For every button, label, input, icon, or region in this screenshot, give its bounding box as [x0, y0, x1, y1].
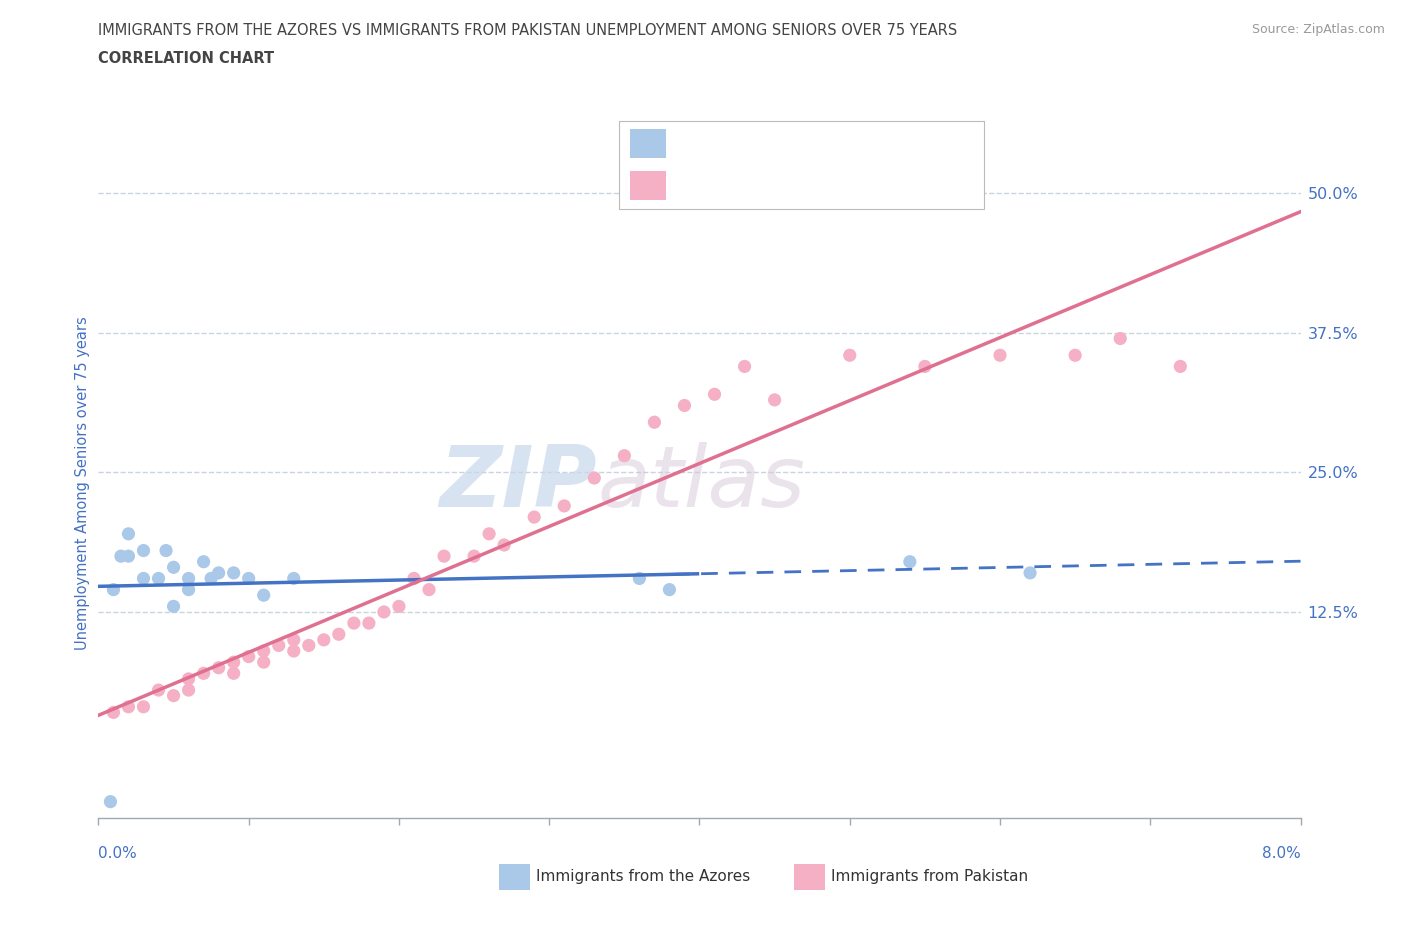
Point — [253, 588, 276, 603]
Point — [162, 599, 184, 614]
Point — [463, 549, 485, 564]
Point — [388, 599, 411, 614]
Point — [763, 392, 786, 407]
Text: ZIP: ZIP — [440, 442, 598, 525]
Point — [478, 526, 501, 541]
Point — [132, 699, 155, 714]
Point — [553, 498, 575, 513]
Point — [200, 571, 222, 586]
Point — [898, 554, 921, 569]
Point — [117, 699, 139, 714]
Point — [238, 571, 260, 586]
Point — [357, 616, 380, 631]
Point — [1064, 348, 1087, 363]
Text: 0.0%: 0.0% — [98, 846, 138, 861]
Point — [155, 543, 177, 558]
Point — [177, 582, 200, 597]
Text: atlas: atlas — [598, 442, 806, 525]
Point — [1168, 359, 1191, 374]
Point — [312, 632, 335, 647]
Point — [523, 510, 546, 525]
Point — [117, 549, 139, 564]
Y-axis label: Unemployment Among Seniors over 75 years: Unemployment Among Seniors over 75 years — [75, 317, 90, 650]
Point — [177, 571, 200, 586]
Point — [1109, 331, 1132, 346]
Point — [208, 565, 231, 580]
Point — [838, 348, 860, 363]
Text: Immigrants from the Azores: Immigrants from the Azores — [536, 870, 749, 884]
Point — [132, 571, 155, 586]
Point — [100, 794, 122, 809]
Point — [177, 683, 200, 698]
Point — [110, 549, 132, 564]
Point — [298, 638, 321, 653]
Point — [328, 627, 350, 642]
Point — [914, 359, 936, 374]
Text: 8.0%: 8.0% — [1261, 846, 1301, 861]
Point — [734, 359, 756, 374]
Point — [148, 683, 170, 698]
Point — [583, 471, 606, 485]
Text: Immigrants from Pakistan: Immigrants from Pakistan — [831, 870, 1028, 884]
FancyBboxPatch shape — [619, 121, 984, 209]
Point — [628, 571, 651, 586]
Text: R = -0.043  N = 24: R = -0.043 N = 24 — [678, 136, 851, 151]
Point — [643, 415, 665, 430]
Point — [673, 398, 696, 413]
Text: R =  0.498  N = 45: R = 0.498 N = 45 — [678, 179, 851, 193]
Point — [222, 655, 245, 670]
Point — [418, 582, 440, 597]
Point — [343, 616, 366, 631]
Point — [283, 632, 305, 647]
Point — [162, 560, 184, 575]
Point — [162, 688, 184, 703]
Point — [267, 638, 290, 653]
Text: IMMIGRANTS FROM THE AZORES VS IMMIGRANTS FROM PAKISTAN UNEMPLOYMENT AMONG SENIOR: IMMIGRANTS FROM THE AZORES VS IMMIGRANTS… — [98, 23, 957, 38]
Point — [132, 543, 155, 558]
Point — [253, 655, 276, 670]
Point — [208, 660, 231, 675]
Point — [494, 538, 516, 552]
Point — [222, 666, 245, 681]
Point — [1019, 565, 1042, 580]
Point — [193, 666, 215, 681]
Point — [373, 604, 395, 619]
Point — [402, 571, 425, 586]
Point — [283, 644, 305, 658]
Point — [988, 348, 1011, 363]
Text: CORRELATION CHART: CORRELATION CHART — [98, 51, 274, 66]
Point — [238, 649, 260, 664]
Point — [193, 554, 215, 569]
Point — [703, 387, 725, 402]
Point — [103, 705, 125, 720]
Bar — [630, 129, 666, 158]
Point — [117, 526, 139, 541]
Point — [222, 565, 245, 580]
Point — [433, 549, 456, 564]
Bar — [630, 171, 666, 201]
Point — [103, 582, 125, 597]
Point — [253, 644, 276, 658]
Point — [148, 571, 170, 586]
Point — [658, 582, 681, 597]
Text: Source: ZipAtlas.com: Source: ZipAtlas.com — [1251, 23, 1385, 36]
Point — [177, 671, 200, 686]
Point — [283, 571, 305, 586]
Point — [613, 448, 636, 463]
